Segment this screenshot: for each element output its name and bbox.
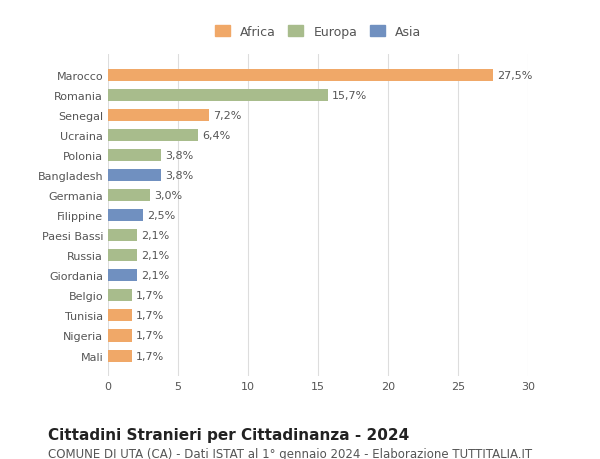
Bar (108, 170, 161, 182)
Bar (108, 70, 493, 82)
Text: 3,8%: 3,8% (166, 151, 194, 161)
Text: 2,1%: 2,1% (142, 231, 170, 241)
Bar (108, 190, 150, 202)
Text: 3,0%: 3,0% (154, 191, 182, 201)
Bar (108, 90, 328, 102)
Text: 1,7%: 1,7% (136, 311, 164, 321)
Bar (108, 290, 132, 302)
Text: 27,5%: 27,5% (497, 71, 533, 81)
Text: Cittadini Stranieri per Cittadinanza - 2024: Cittadini Stranieri per Cittadinanza - 2… (48, 427, 409, 442)
Text: 1,7%: 1,7% (136, 331, 164, 341)
Bar (108, 230, 137, 242)
Bar (108, 110, 209, 122)
Legend: Africa, Europa, Asia: Africa, Europa, Asia (209, 20, 427, 45)
Text: 2,5%: 2,5% (147, 211, 175, 221)
Text: 6,4%: 6,4% (202, 131, 230, 141)
Bar (108, 210, 143, 222)
Bar (108, 130, 197, 142)
Text: 2,1%: 2,1% (142, 251, 170, 261)
Text: 1,7%: 1,7% (136, 291, 164, 301)
Text: COMUNE DI UTA (CA) - Dati ISTAT al 1° gennaio 2024 - Elaborazione TUTTITALIA.IT: COMUNE DI UTA (CA) - Dati ISTAT al 1° ge… (48, 448, 532, 459)
Text: 15,7%: 15,7% (332, 91, 367, 101)
Text: 1,7%: 1,7% (136, 351, 164, 361)
Text: 2,1%: 2,1% (142, 271, 170, 281)
Bar (108, 270, 137, 282)
Bar (108, 150, 161, 162)
Text: 3,8%: 3,8% (166, 171, 194, 181)
Bar (108, 350, 132, 362)
Bar (108, 310, 132, 322)
Bar (108, 330, 132, 342)
Bar (108, 250, 137, 262)
Text: 7,2%: 7,2% (213, 111, 241, 121)
